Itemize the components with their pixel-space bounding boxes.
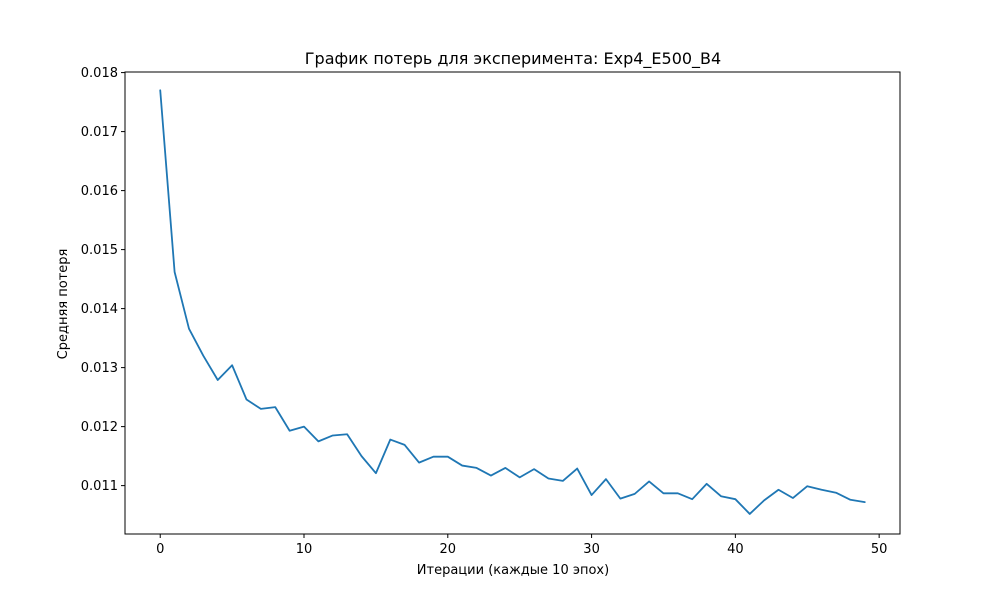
loss-series-line <box>159 89 866 515</box>
chart-title: График потерь для эксперимента: Exp4_E50… <box>305 49 721 69</box>
y-tick-label: 0.013 <box>81 361 118 376</box>
y-axis-label: Средняя потеря <box>56 249 71 360</box>
plot-area <box>124 71 901 535</box>
x-axis: 0 10 20 30 40 50 <box>156 534 887 557</box>
y-tick-label: 0.011 <box>81 479 118 494</box>
y-tick-label: 0.016 <box>81 184 118 199</box>
plot-frame <box>124 71 901 535</box>
y-tick-label: 0.014 <box>81 302 118 317</box>
x-tick-label: 20 <box>440 542 457 557</box>
y-tick-label: 0.012 <box>81 420 118 435</box>
x-tick-label: 0 <box>156 542 164 557</box>
x-tick-label: 50 <box>871 542 888 557</box>
x-axis-label: Итерации (каждые 10 эпох) <box>417 563 609 578</box>
y-axis: 0.011 0.012 0.013 0.014 0.015 0.016 0.017 0.018 <box>81 66 125 494</box>
y-tick-label: 0.015 <box>81 243 118 258</box>
x-tick-label: 30 <box>583 542 600 557</box>
series-layer <box>159 89 866 515</box>
x-tick-label: 10 <box>296 542 313 557</box>
y-tick-label: 0.018 <box>81 66 118 81</box>
x-tick-label: 40 <box>727 542 744 557</box>
y-tick-label: 0.017 <box>81 125 118 140</box>
